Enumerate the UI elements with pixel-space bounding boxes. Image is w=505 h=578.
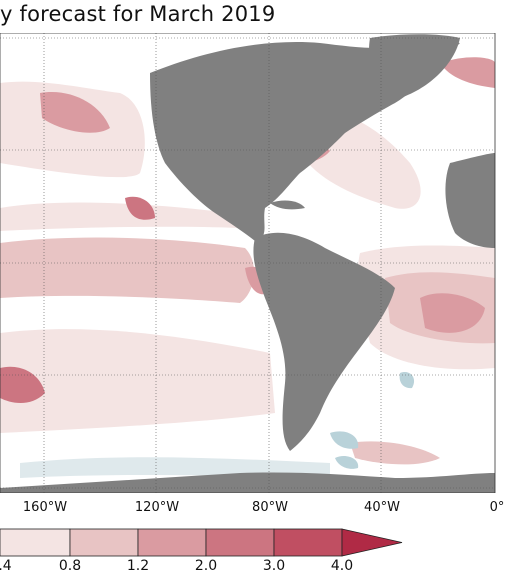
anomaly-neg-drake [335,456,359,469]
colorbar-tick-2.0: 2.0 [194,558,218,574]
anomaly-neg-atlantic [399,372,415,389]
anomaly-baja [125,196,155,220]
positive-anomaly-shading [0,57,495,465]
north-america [150,38,460,241]
colorbar-extend-arrow [341,528,403,557]
lon-label-160w: 160°W [22,500,68,515]
anomaly-sw-pacific [0,366,45,403]
colorbar-segment-1 [0,528,71,557]
anomaly-band-south-pacific [0,202,240,231]
colorbar-tick-0.8: 0.8 [58,558,82,574]
lon-label-0: 0° [489,500,505,515]
greenland [369,34,460,98]
colorbar [0,528,403,557]
anomaly-nw-pacific [40,92,110,133]
colorbar-segment-2 [69,528,139,557]
map-title: ly forecast for March 2019 [0,2,276,26]
lon-label-80w: 80°W [252,500,288,515]
colorbar-segment-3 [137,528,207,557]
colorbar-segment-5 [273,528,343,557]
colorbar-tick-0.4: .4 [0,558,12,574]
cuba [270,200,305,210]
colorbar-segment-4 [205,528,275,557]
africa [445,153,495,248]
south-america [253,232,395,451]
anomaly-band-tropical [0,237,255,303]
anomaly-south-atlantic-patch [350,441,440,465]
anomaly-greenland-sea [440,57,495,88]
map-frame [0,33,496,493]
colorbar-tick-4.0: 4.0 [330,558,354,574]
colorbar-tick-3.0: 3.0 [262,558,286,574]
lon-label-40w: 40°W [364,500,400,515]
anomaly-map [0,33,496,493]
lon-label-120w: 120°W [134,500,180,515]
anomaly-atlantic-core [420,293,485,333]
anomaly-band-south [0,329,275,433]
anomaly-neg-falklands [330,431,359,449]
colorbar-tick-1.2: 1.2 [126,558,150,574]
